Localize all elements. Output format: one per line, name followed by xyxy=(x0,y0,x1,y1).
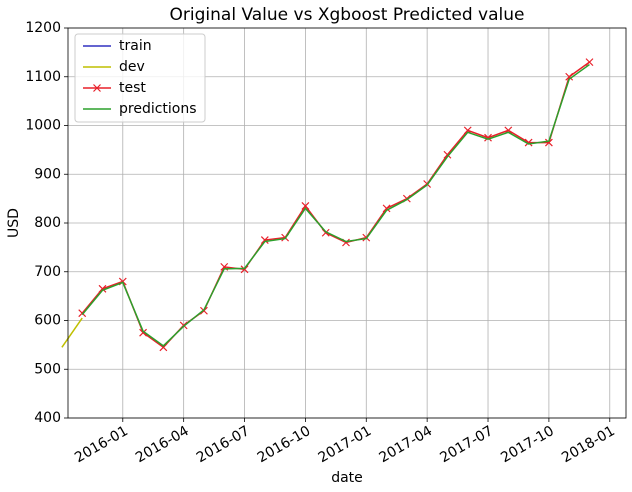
chart-title: Original Value vs Xgboost Predicted valu… xyxy=(170,5,525,25)
x-tick-label: 2016-04 xyxy=(133,423,192,466)
y-tick-label: 1200 xyxy=(25,20,61,36)
marker xyxy=(484,133,492,142)
x-tick-label: 2017-01 xyxy=(316,423,375,466)
y-tick-label: 1100 xyxy=(25,69,61,85)
y-tick-label: 700 xyxy=(34,264,61,280)
marker xyxy=(565,72,574,81)
x-tick-label: 2016-07 xyxy=(194,423,253,466)
x-axis-label: date xyxy=(331,470,363,486)
marker xyxy=(443,150,452,159)
legend-box xyxy=(74,33,206,123)
y-tick-label: 600 xyxy=(34,313,61,329)
x-tick-label: 2016-10 xyxy=(255,423,314,466)
plot-frame xyxy=(67,27,627,419)
y-tick-label: 400 xyxy=(34,410,61,426)
marker xyxy=(382,204,391,213)
marker xyxy=(301,202,310,210)
marker xyxy=(321,228,330,237)
series-line xyxy=(81,61,590,349)
x-tick-label: 2017-10 xyxy=(498,423,557,466)
series-line xyxy=(61,317,83,348)
series-line xyxy=(81,63,590,347)
legend-marker xyxy=(93,84,101,92)
y-tick-label: 800 xyxy=(34,215,61,231)
y-tick-label: 500 xyxy=(34,361,61,377)
y-tick-label: 1000 xyxy=(25,118,61,134)
y-tick-label: 900 xyxy=(34,166,61,182)
marker xyxy=(200,306,208,315)
marker xyxy=(240,265,249,274)
marker xyxy=(585,58,594,67)
legend-label: test xyxy=(119,80,146,96)
marker xyxy=(139,328,148,337)
marker xyxy=(544,138,553,147)
marker xyxy=(98,284,107,293)
marker xyxy=(260,236,269,244)
legend-label: dev xyxy=(119,59,145,75)
x-tick-label: 2018-01 xyxy=(559,423,618,466)
legend-label: predictions xyxy=(119,101,197,117)
x-tick-label: 2016-01 xyxy=(72,423,131,466)
x-tick-label: 2017-07 xyxy=(437,423,496,466)
y-axis-label: USD xyxy=(6,208,22,238)
x-tick-label: 2017-04 xyxy=(376,423,435,466)
marker xyxy=(524,138,533,147)
legend-label: train xyxy=(119,38,152,54)
